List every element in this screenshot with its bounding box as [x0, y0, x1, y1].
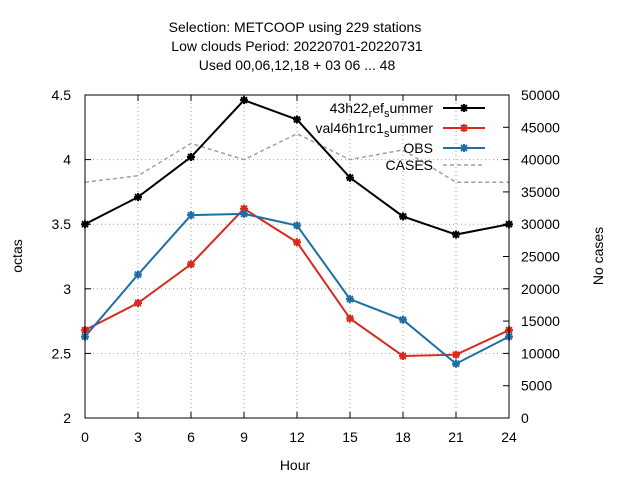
y2-tick-label: 15000 — [521, 313, 560, 329]
title-line-3: Used 00,06,12,18 + 03 06 ... 48 — [199, 57, 396, 73]
y-tick-label: 4.5 — [52, 87, 72, 103]
x-tick-label: 18 — [395, 429, 411, 445]
data-point — [187, 260, 195, 269]
x-tick-label: 0 — [81, 429, 89, 445]
tick-labels: 0 3 6 9 12 15 18 21 24 2 2.5 3 3.5 4 4.5 0 5000 10000 1500… — [52, 87, 561, 445]
data-point — [452, 230, 460, 239]
y2-tick-label: 30000 — [521, 216, 560, 232]
data-point — [399, 351, 407, 360]
legend-label-obs: OBS — [403, 140, 433, 156]
y-tick-label: 3 — [63, 281, 71, 297]
data-point — [346, 314, 354, 323]
title-line-1: Selection: METCOOP using 229 stations — [169, 19, 422, 35]
data-point — [399, 315, 407, 324]
data-point — [134, 299, 142, 308]
legend-sample-marker — [460, 124, 468, 132]
x-tick-label: 9 — [240, 429, 248, 445]
data-point — [346, 173, 354, 182]
x-tick-label: 3 — [134, 429, 142, 445]
series-line — [84, 132, 509, 183]
title-line-2: Low clouds Period: 20220701-20220731 — [171, 38, 423, 54]
y2-tick-label: 0 — [521, 410, 529, 426]
y-tick-label: 4 — [63, 152, 71, 168]
series-layer — [81, 96, 513, 368]
y2-tick-label: 40000 — [521, 152, 560, 168]
y2-tick-label: 25000 — [521, 249, 560, 265]
x-tick-label: 6 — [187, 429, 195, 445]
data-point — [187, 211, 195, 220]
data-point — [240, 209, 248, 218]
legend-sample-marker — [460, 144, 468, 152]
y2-tick-label: 5000 — [521, 378, 552, 394]
axis-ticks — [84, 94, 510, 419]
data-point — [134, 270, 142, 279]
x-tick-label: 21 — [448, 429, 464, 445]
data-point — [293, 238, 301, 247]
legend-label-ref: 43h22refsummer — [330, 100, 434, 120]
data-point — [134, 193, 142, 202]
x-tick-label: 24 — [501, 429, 517, 445]
data-point — [293, 221, 301, 230]
legend-label-val: val46h1rc1summer — [315, 120, 433, 140]
data-point — [240, 204, 248, 213]
data-point — [452, 359, 460, 368]
x-axis-label: Hour — [280, 457, 311, 473]
chart-title: Selection: METCOOP using 229 stations Lo… — [169, 19, 423, 73]
x-tick-label: 15 — [342, 429, 358, 445]
data-point — [346, 295, 354, 304]
legend-samples — [443, 104, 485, 166]
legend-label-cases: CASES — [386, 157, 433, 173]
y-tick-label: 3.5 — [52, 216, 72, 232]
data-point — [293, 115, 301, 124]
data-point — [399, 212, 407, 221]
y2-tick-label: 45000 — [521, 119, 560, 135]
y2-tick-label: 35000 — [521, 184, 560, 200]
x-tick-label: 12 — [289, 429, 305, 445]
legend: 43h22refsummer val46h1rc1summer OBS CASE… — [315, 100, 485, 173]
y-axis-label: octas — [9, 239, 25, 272]
y-tick-label: 2 — [63, 410, 71, 426]
grid-lines — [85, 95, 509, 418]
y2-axis-label: No cases — [590, 227, 606, 285]
y-tick-label: 2.5 — [52, 345, 72, 361]
series-cases — [84, 132, 509, 183]
y2-tick-label: 10000 — [521, 345, 560, 361]
data-point — [452, 350, 460, 359]
data-point — [187, 153, 195, 162]
legend-sample-marker — [460, 104, 468, 112]
y2-tick-label: 20000 — [521, 281, 560, 297]
y2-tick-label: 50000 — [521, 87, 560, 103]
